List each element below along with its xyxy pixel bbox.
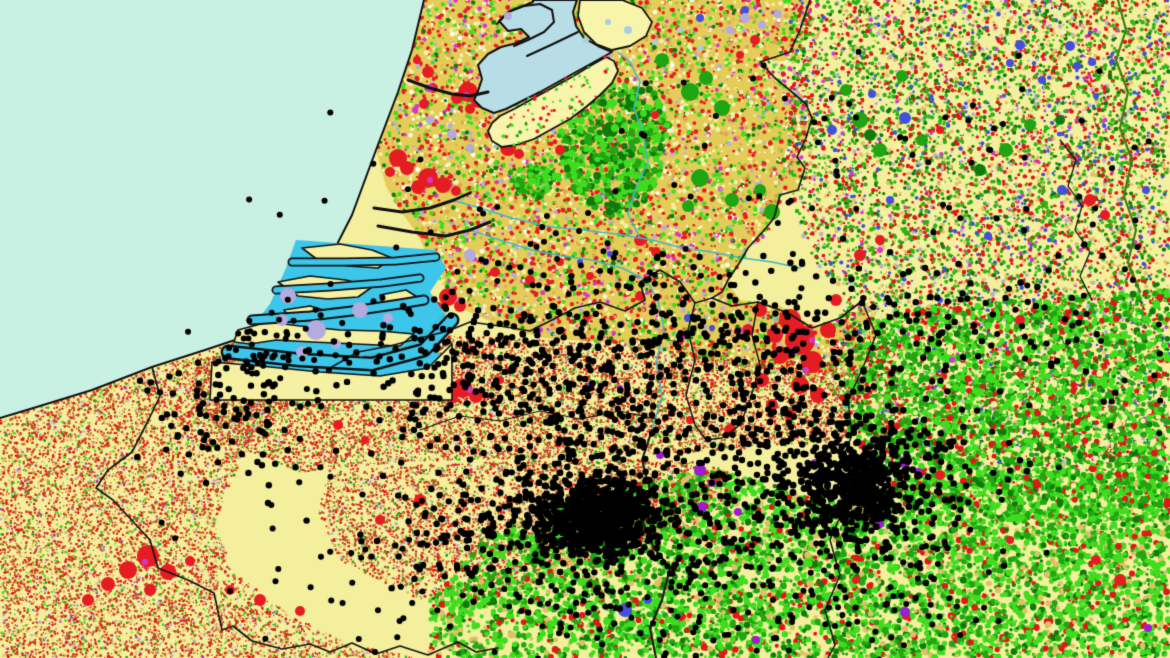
benelux-landcover-sample-map-canvas [0,0,1170,658]
map-viewport [0,0,1170,658]
